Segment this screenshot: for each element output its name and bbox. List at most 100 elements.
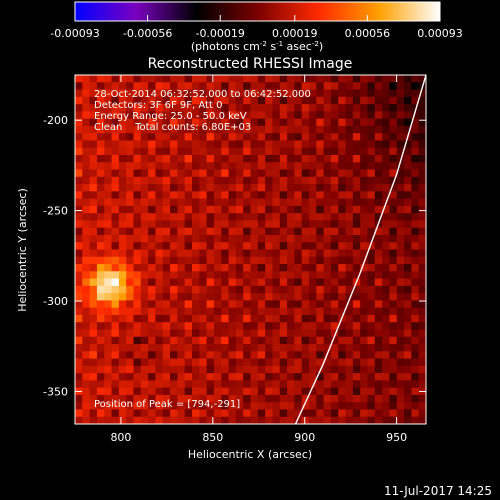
heatmap-cell xyxy=(382,82,391,91)
heatmap-cell xyxy=(272,336,281,345)
heatmap-cell xyxy=(396,169,405,178)
heatmap-cell xyxy=(206,271,215,280)
heatmap-cell xyxy=(396,176,405,185)
heatmap-cell xyxy=(228,351,237,360)
heatmap-cell xyxy=(184,351,193,360)
colorbar-tick-label: -0.00019 xyxy=(195,27,244,40)
heatmap-cell xyxy=(221,380,230,389)
heatmap-cell xyxy=(265,242,274,251)
heatmap-cell xyxy=(374,213,383,222)
heatmap-cell xyxy=(170,249,178,258)
heatmap-cell xyxy=(257,111,266,120)
heatmap-cell xyxy=(272,285,281,294)
heatmap-cell xyxy=(199,191,208,200)
heatmap-cell xyxy=(287,380,295,389)
heatmap-cell xyxy=(367,162,376,171)
heatmap-cell xyxy=(352,314,361,323)
heatmap-cell xyxy=(374,314,383,323)
heatmap-cell xyxy=(221,322,230,331)
heatmap-cell xyxy=(126,104,135,112)
heatmap-cell xyxy=(323,307,332,316)
heatmap-cell xyxy=(301,104,310,112)
heatmap-cell xyxy=(118,154,127,163)
heatmap-cell xyxy=(250,329,259,338)
heatmap-cell xyxy=(104,96,113,105)
heatmap-cell xyxy=(155,176,164,185)
heatmap-cell xyxy=(140,409,149,418)
heatmap-cell xyxy=(294,104,303,112)
heatmap-cell xyxy=(199,220,208,229)
heatmap-cell xyxy=(301,234,310,243)
heatmap-cell xyxy=(133,82,142,91)
heatmap-cell xyxy=(411,227,420,236)
heatmap-cell xyxy=(243,387,252,396)
heatmap-cell xyxy=(206,147,215,156)
heatmap-cell xyxy=(126,402,135,411)
heatmap-cell xyxy=(177,329,186,338)
heatmap-cell xyxy=(301,249,310,258)
heatmap-cell xyxy=(199,154,208,163)
heatmap-cell xyxy=(184,336,193,345)
heatmap-cell xyxy=(345,336,354,345)
heatmap-cell xyxy=(330,416,339,424)
heatmap-cell xyxy=(389,380,398,389)
heatmap-cell xyxy=(177,118,186,127)
heatmap-cell xyxy=(192,380,200,389)
heatmap-cell xyxy=(162,234,171,243)
heatmap-cell xyxy=(316,111,325,120)
heatmap-cell xyxy=(177,271,186,280)
heatmap-cell xyxy=(243,140,252,149)
heatmap-cell xyxy=(316,344,325,352)
x-tick-label: 800 xyxy=(110,431,131,444)
heatmap-cell xyxy=(133,271,142,280)
heatmap-cell xyxy=(170,96,178,105)
heatmap-cell xyxy=(257,373,266,381)
heatmap-cell xyxy=(184,285,193,294)
heatmap-cell xyxy=(411,220,420,229)
heatmap-cell xyxy=(389,351,398,360)
heatmap-cell xyxy=(140,351,149,360)
heatmap-cell xyxy=(82,125,91,134)
heatmap-cell xyxy=(265,256,274,265)
heatmap-cell xyxy=(396,198,405,207)
heatmap-cell xyxy=(287,322,295,331)
heatmap-cell xyxy=(111,111,120,120)
heatmap-cell xyxy=(199,409,208,418)
heatmap-cell xyxy=(265,293,274,301)
heatmap-cell xyxy=(184,198,193,207)
heatmap-cell xyxy=(265,249,274,258)
heatmap-cell xyxy=(301,365,310,374)
heatmap-cell xyxy=(287,205,295,214)
heatmap-cell xyxy=(170,176,178,185)
heatmap-cell xyxy=(155,184,164,192)
heatmap-cell xyxy=(316,271,325,280)
heatmap-cell xyxy=(323,264,332,272)
heatmap-cell xyxy=(352,96,361,105)
heatmap-cell xyxy=(192,285,200,294)
heatmap-cell xyxy=(221,300,230,309)
heatmap-cell xyxy=(404,249,412,258)
heatmap-cell xyxy=(104,249,113,258)
heatmap-cell xyxy=(338,154,347,163)
heatmap-cell xyxy=(404,213,412,222)
heatmap-cell xyxy=(338,365,347,374)
heatmap-cell xyxy=(257,89,266,98)
heatmap-cell xyxy=(126,220,135,229)
heatmap-cell xyxy=(199,82,208,91)
heatmap-cell xyxy=(133,285,142,294)
heatmap-cell xyxy=(104,147,113,156)
heatmap-cell xyxy=(294,351,303,360)
heatmap-cell xyxy=(382,351,391,360)
heatmap-cell xyxy=(287,351,295,360)
heatmap-cell xyxy=(396,322,405,331)
footer-date: 11-Jul-2017 14:25 xyxy=(383,484,492,498)
heatmap-cell xyxy=(309,416,317,424)
heatmap-cell xyxy=(75,176,83,185)
heatmap-cell xyxy=(389,293,398,301)
heatmap-cell xyxy=(126,307,135,316)
heatmap-cell xyxy=(235,169,244,178)
heatmap-cell xyxy=(96,82,105,91)
heatmap-cell xyxy=(184,416,193,424)
heatmap-cell xyxy=(89,373,98,381)
